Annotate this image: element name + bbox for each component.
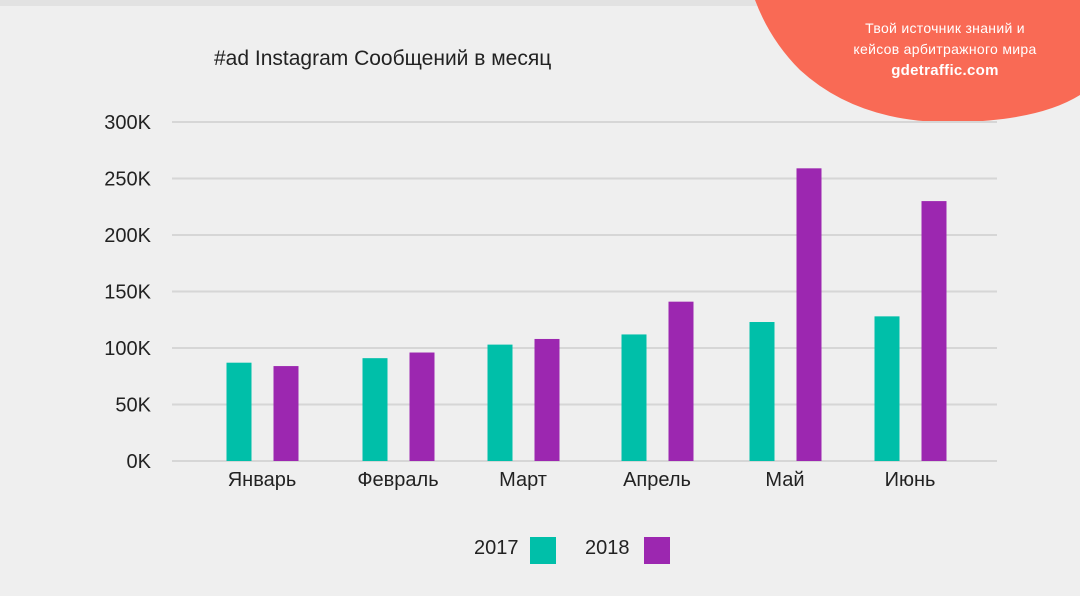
x-tick-label: Апрель [623, 469, 691, 491]
x-tick-label: Январь [228, 469, 297, 491]
bar-2018-2 [534, 338, 560, 461]
bar-2018-1 [409, 352, 435, 461]
badge-line-1: Твой источник знаний и [865, 20, 1025, 36]
bar-2017-0 [226, 362, 252, 461]
y-tick-label: 100K [104, 338, 151, 360]
bar-2017-3 [621, 334, 647, 461]
y-tick-label: 150K [104, 282, 151, 304]
legend-label-2017: 2017 [474, 537, 519, 559]
bar-2017-5 [874, 316, 900, 461]
x-tick-label: Март [499, 469, 547, 491]
brand-badge: Твой источник знаний и кейсов арбитражно… [820, 18, 1070, 81]
bar-2017-2 [487, 344, 513, 461]
bar-2017-4 [749, 322, 775, 461]
y-tick-label: 200K [104, 225, 151, 247]
legend-swatch-2018 [644, 537, 670, 564]
y-tick-label: 0K [127, 451, 152, 473]
x-tick-label: Февраль [357, 469, 438, 491]
x-tick-label: Май [765, 469, 804, 491]
y-tick-label: 50K [115, 395, 151, 417]
y-tick-label: 250K [104, 169, 151, 191]
bar-2018-4 [796, 168, 822, 461]
legend-swatch-2017 [530, 537, 556, 564]
bar-2018-3 [668, 301, 694, 461]
badge-line-2: кейсов арбитражного мира [853, 41, 1037, 57]
bar-2018-0 [273, 366, 299, 461]
legend-label-2018: 2018 [585, 537, 630, 559]
bar-2017-1 [362, 358, 388, 461]
badge-shape [755, 0, 1080, 123]
y-tick-label: 300K [104, 112, 151, 134]
top-bar [0, 0, 1080, 6]
chart-title: #ad Instagram Сообщений в месяц [214, 47, 552, 70]
badge-site: gdetraffic.com [891, 62, 999, 79]
x-tick-label: Июнь [885, 469, 936, 491]
bar-2018-5 [921, 201, 947, 461]
